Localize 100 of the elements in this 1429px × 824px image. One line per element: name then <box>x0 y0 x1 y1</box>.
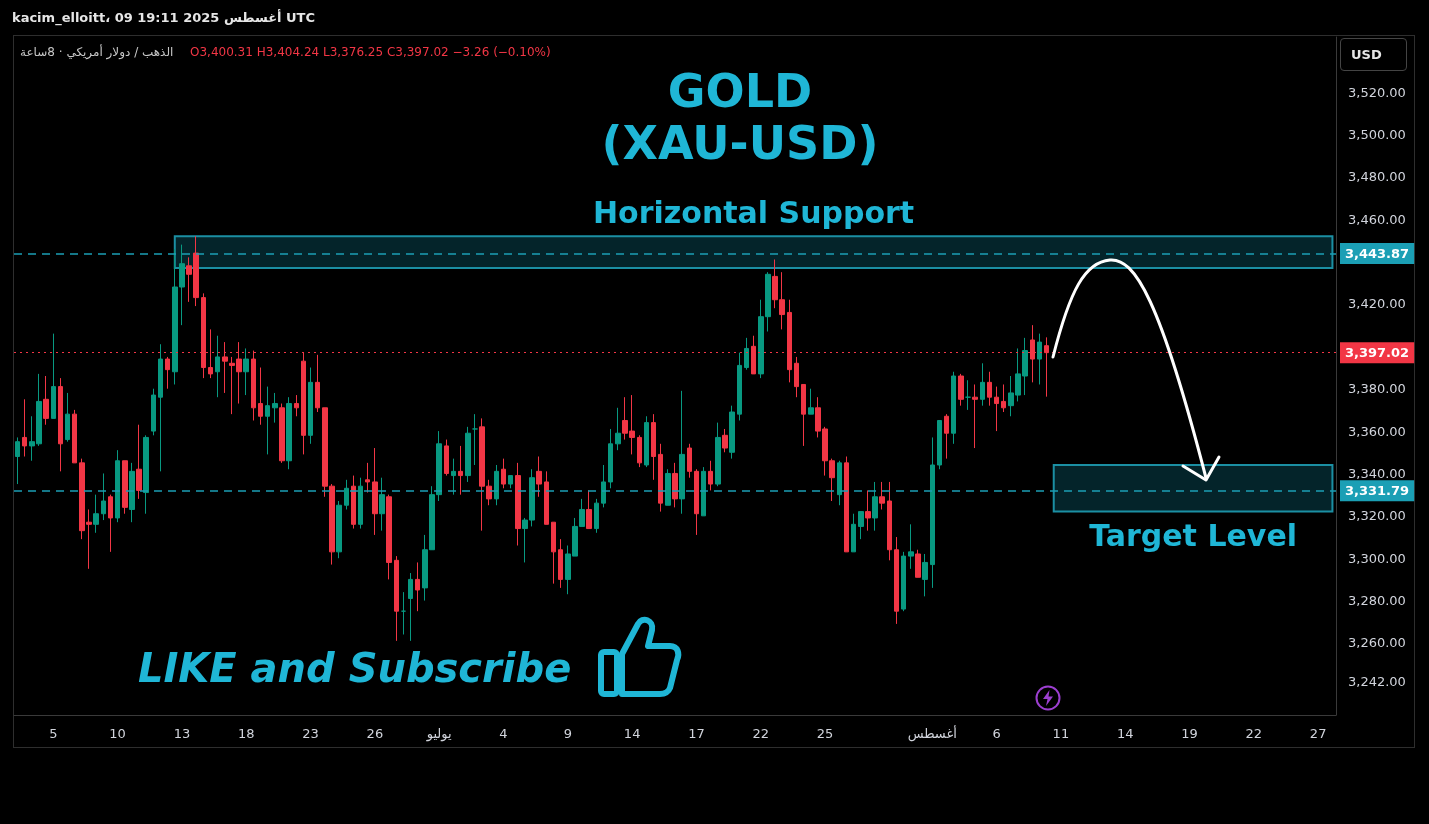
annotation: O3,400.31 H3,404.24 L3,376.25 C3,397.02 −3.26 (−0.10%) <box>190 45 551 59</box>
candlestick <box>865 489 871 532</box>
candlestick <box>951 371 956 445</box>
candlestick <box>558 538 563 589</box>
candlestick <box>286 396 292 470</box>
candlestick <box>944 413 949 460</box>
candlestick <box>379 477 385 532</box>
candlestick <box>958 373 964 407</box>
y-tick-label: 3,340.00 <box>1348 465 1406 481</box>
x-tick-label: 10 <box>109 726 126 741</box>
candlestick <box>394 555 399 642</box>
candlestick <box>351 475 356 530</box>
candlestick <box>401 591 406 635</box>
candlestick <box>837 460 842 506</box>
candlestick <box>158 343 163 472</box>
candlestick <box>872 481 878 532</box>
candlestick <box>408 572 413 642</box>
candlestick <box>108 494 113 553</box>
y-tick-label: 3,420.00 <box>1348 296 1406 312</box>
y-tick-label: 3,380.00 <box>1348 381 1406 397</box>
band-label: Target Level <box>1089 518 1298 554</box>
candlestick <box>658 443 663 513</box>
candlestick <box>344 479 349 510</box>
ref-line-label: 3,331.79 <box>1345 483 1410 499</box>
candlestick <box>744 337 749 371</box>
candlestick <box>672 462 678 508</box>
candlestick <box>987 371 992 407</box>
x-tick-label: 5 <box>49 726 58 741</box>
candlestick <box>930 436 935 589</box>
candlestick <box>972 383 978 449</box>
x-tick-label: أغسطس <box>907 725 957 742</box>
candlestick <box>908 523 914 570</box>
candlestick <box>358 477 363 530</box>
x-tick-label: 27 <box>1309 726 1327 741</box>
candlestick <box>415 561 420 612</box>
candlestick <box>608 428 613 489</box>
x-tick-label: 6 <box>992 726 1001 741</box>
candlestick <box>887 481 892 561</box>
x-tick-label: 26 <box>366 726 384 741</box>
x-tick-label: 17 <box>688 726 705 741</box>
annotation: الذهب / دولار أمريكي · 8ساعة <box>20 45 174 59</box>
candlestick <box>515 462 521 546</box>
x-tick-label: 4 <box>499 726 508 741</box>
annotation: LIKE and Subscribe <box>138 645 572 691</box>
y-tick-label: 3,520.00 <box>1348 84 1406 100</box>
x-tick-label: 13 <box>173 726 191 741</box>
candlestick <box>51 333 56 419</box>
candlestick <box>115 449 120 523</box>
y-tick-label: 3,360.00 <box>1348 423 1406 439</box>
x-tick-label: 23 <box>302 726 319 741</box>
candlestick <box>601 464 606 508</box>
candlestick <box>594 498 599 534</box>
candlestick <box>544 470 549 525</box>
candlestick <box>501 458 506 489</box>
candlestick <box>637 434 642 468</box>
y-tick-label: 3,460.00 <box>1348 211 1406 227</box>
candlestick <box>315 354 320 413</box>
candlestick <box>729 405 735 460</box>
candlestick <box>715 422 721 487</box>
text: USD <box>1340 38 1407 71</box>
candlestick <box>794 356 799 398</box>
y-tick-label: 3,280.00 <box>1348 593 1406 609</box>
x-tick-label: 18 <box>237 726 255 741</box>
candlestick <box>615 407 621 451</box>
candlestick <box>801 383 806 447</box>
candlestick <box>679 390 685 515</box>
candlestick <box>129 462 135 523</box>
x-tick-label: 11 <box>1052 726 1070 741</box>
candlestick <box>386 494 392 580</box>
candlestick <box>536 456 542 498</box>
candlestick <box>980 362 985 407</box>
candlestick <box>644 415 649 468</box>
candlestick <box>365 462 370 494</box>
x-tick-label: 14 <box>1116 726 1134 741</box>
candlestick <box>586 489 592 530</box>
y-tick-label: 3,500.00 <box>1348 126 1406 142</box>
candlestick <box>258 367 263 426</box>
candlestick <box>494 464 499 506</box>
candlestick <box>336 500 342 559</box>
candlestick <box>472 413 478 466</box>
text: kacim_elloitt، 09 أغسطس 2025 19:11 UTC <box>12 10 316 25</box>
candlestick <box>851 513 856 553</box>
x-tick-label: 22 <box>752 726 770 741</box>
candlestick <box>43 375 49 426</box>
candlestick <box>922 553 928 597</box>
candlestick <box>72 409 77 464</box>
x-tick-label: 25 <box>816 726 834 741</box>
candlestick <box>93 494 99 534</box>
candlestick <box>294 394 299 417</box>
candlestick <box>844 456 849 553</box>
candlestick <box>372 447 378 536</box>
text: GOLD (XAU-USD) <box>601 64 879 170</box>
ref-line-label: 3,443.87 <box>1345 245 1410 261</box>
candlestick <box>279 403 285 464</box>
candlestick <box>737 352 742 421</box>
y-tick-label: 3,242.00 <box>1348 673 1406 689</box>
candlestick <box>444 439 449 477</box>
candlestick <box>458 445 463 496</box>
x-tick-label: يوليو <box>425 726 453 742</box>
candlestick <box>22 398 27 458</box>
